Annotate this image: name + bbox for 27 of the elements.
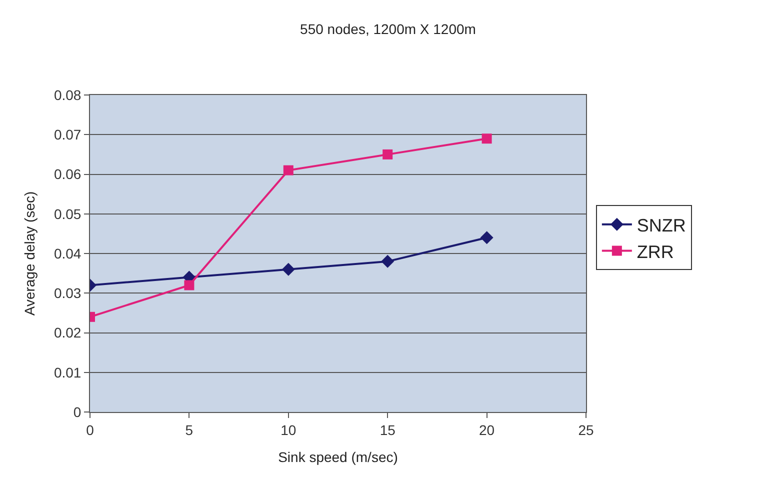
- chart-title: 550 nodes, 1200m X 1200m: [300, 20, 476, 37]
- point: [480, 231, 494, 244]
- x-tick-label: 0: [86, 422, 94, 438]
- y-tick-label: 0.07: [54, 126, 82, 143]
- point: [482, 134, 492, 144]
- y-tick-label: 0.04: [54, 245, 82, 262]
- y-tick-label: 0.08: [54, 86, 82, 103]
- x-tick-label: 10: [280, 422, 296, 438]
- point: [282, 262, 295, 276]
- x-axis-title: Sink speed (m/sec): [278, 449, 398, 466]
- x-tick-label: 25: [578, 422, 594, 438]
- y-tick-label: 0.03: [54, 285, 82, 302]
- y-tick-label: 0.06: [54, 166, 82, 182]
- point: [283, 165, 294, 176]
- y-axis-title: Average delay (sec): [22, 191, 38, 316]
- point: [381, 254, 394, 268]
- legend-label: ZRR: [636, 242, 674, 262]
- x-tick-label: 20: [479, 422, 495, 438]
- y-tick-label: 0.05: [54, 206, 82, 222]
- y-tick-label: 0.02: [54, 324, 82, 341]
- x-tick-label: 5: [185, 422, 194, 438]
- x-tick-label: 15: [380, 422, 396, 438]
- point: [382, 149, 393, 160]
- y-tick-label: 0.01: [54, 364, 82, 380]
- y-tick-label: 0: [73, 404, 82, 420]
- point: [184, 280, 194, 290]
- legend-label: SNZR: [636, 215, 686, 236]
